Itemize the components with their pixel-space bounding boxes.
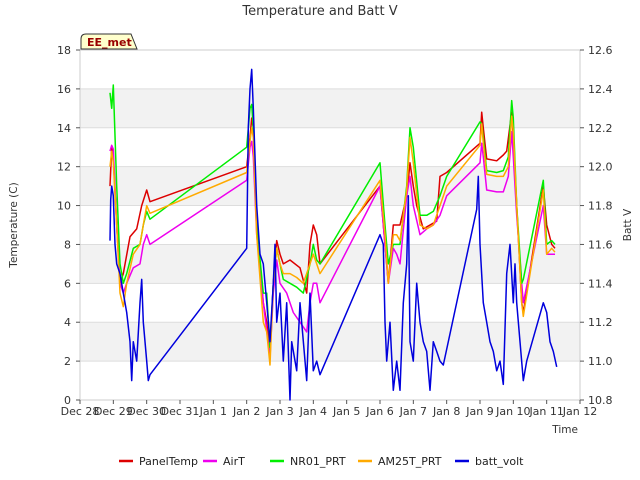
y-axis-ticks: 0 2 4 6 8 10 12 14 16 18 xyxy=(57,44,80,407)
series-line-paneltemp xyxy=(109,111,556,353)
y-axis-label: Temperature (C) xyxy=(8,182,20,268)
x-tick-label: Jan 11 xyxy=(528,405,563,418)
x-tick-label: Dec 30 xyxy=(127,405,166,418)
x-tick-label: Dec 28 xyxy=(61,405,100,418)
x-axis-label: Time xyxy=(551,424,578,436)
y2-tick-label: 11.6 xyxy=(588,238,613,251)
y-tick-label: 14 xyxy=(57,122,71,135)
y-tick-label: 10 xyxy=(57,200,71,213)
x-tick-label: Jan 9 xyxy=(465,405,493,418)
series-line-am25t-prt xyxy=(109,115,556,366)
legend: PanelTemp AirT NR01_PRT AM25T_PRT batt_volt xyxy=(119,455,524,468)
x-tick-label: Jan 12 xyxy=(562,405,597,418)
x-tick-label: Jan 2 xyxy=(232,405,260,418)
legend-label-airt: AirT xyxy=(223,455,245,468)
site-label: EE_met xyxy=(87,36,132,49)
x-tick-label: Jan 4 xyxy=(299,405,327,418)
x-tick-label: Dec 29 xyxy=(94,405,133,418)
y2-axis-label: Batt V xyxy=(622,208,634,241)
chart-title: Temperature and Batt V xyxy=(241,4,397,19)
plot-bands xyxy=(80,88,580,362)
x-tick-label: Jan 1 xyxy=(199,405,227,418)
y-tick-label: 12 xyxy=(57,161,71,174)
series-line-batt-volt xyxy=(109,68,558,401)
x-tick-label: Jan 10 xyxy=(495,405,530,418)
legend-label-paneltemp: PanelTemp xyxy=(139,455,198,468)
band xyxy=(80,322,580,362)
x-tick-label: Jan 7 xyxy=(399,405,427,418)
band xyxy=(80,88,580,128)
y2-tick-label: 12.4 xyxy=(588,83,613,96)
series-line-airt xyxy=(109,130,555,358)
y-tick-label: 2 xyxy=(64,355,71,368)
y2-axis-ticks: 10.8 11.0 11.2 11.4 11.6 11.8 12.0 12.2 12.4 12.6 xyxy=(580,44,613,407)
y2-tick-label: 11.8 xyxy=(588,200,613,213)
x-tick-label: Jan 3 xyxy=(265,405,293,418)
legend-label-batt-volt: batt_volt xyxy=(475,455,524,468)
y2-tick-label: 10.8 xyxy=(588,394,613,407)
y2-tick-label: 11.0 xyxy=(588,355,613,368)
x-tick-label: Jan 6 xyxy=(365,405,393,418)
x-tick-label: Dec 31 xyxy=(161,405,200,418)
y2-tick-label: 11.4 xyxy=(588,277,613,290)
y2-tick-label: 12.6 xyxy=(588,44,613,57)
y-tick-label: 18 xyxy=(57,44,71,57)
y-tick-label: 4 xyxy=(64,316,71,329)
site-label-box: EE_met xyxy=(80,33,138,50)
x-tick-label: Jan 5 xyxy=(332,405,360,418)
y-tick-label: 6 xyxy=(64,277,71,290)
y2-tick-label: 11.2 xyxy=(588,316,613,329)
y-tick-label: 16 xyxy=(57,83,71,96)
y-tick-label: 8 xyxy=(64,238,71,251)
y2-tick-label: 12.0 xyxy=(588,161,613,174)
x-tick-label: Jan 8 xyxy=(432,405,460,418)
series-layer xyxy=(109,68,558,401)
series-line-nr01-prt xyxy=(109,84,556,349)
y2-tick-label: 12.2 xyxy=(588,122,613,135)
y-tick-label: 0 xyxy=(64,394,71,407)
legend-label-nr01-prt: NR01_PRT xyxy=(290,455,346,468)
plot-frame xyxy=(79,49,581,401)
legend-label-am25t-prt: AM25T_PRT xyxy=(378,455,442,468)
